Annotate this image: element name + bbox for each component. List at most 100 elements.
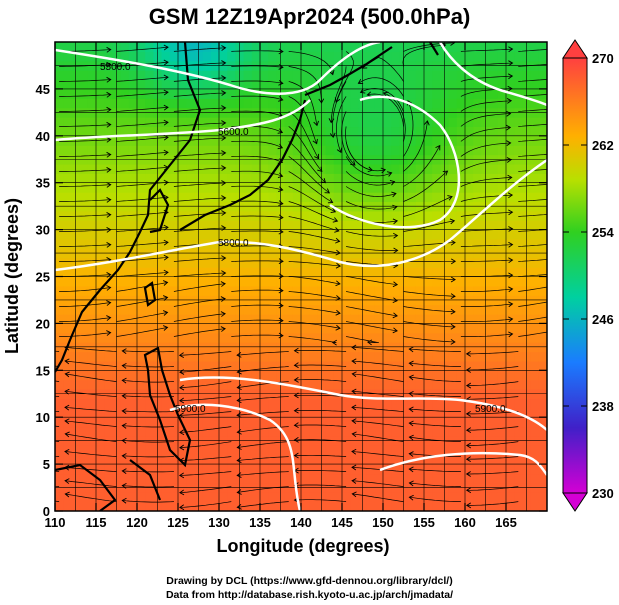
- field-cell: [161, 182, 171, 193]
- field-cell: [522, 285, 532, 296]
- streamline-arrow: [408, 390, 414, 397]
- field-cell: [506, 426, 515, 437]
- field-cell: [260, 370, 269, 381]
- field-cell: [284, 332, 294, 343]
- field-cell: [432, 351, 441, 362]
- field-cell: [96, 398, 105, 409]
- field-cell: [71, 426, 81, 437]
- field-cell: [506, 238, 515, 249]
- field-cell: [186, 60, 195, 71]
- field-cell: [161, 60, 171, 71]
- field-cell: [465, 407, 474, 418]
- field-cell: [96, 88, 105, 99]
- field-cell: [87, 435, 97, 446]
- field-cell: [112, 173, 122, 184]
- field-cell: [169, 51, 179, 62]
- field-cell: [489, 332, 499, 343]
- field-cell: [325, 182, 335, 193]
- field-cell: [448, 42, 458, 52]
- field-cell: [243, 304, 253, 315]
- streamline: [403, 42, 455, 52]
- field-cell: [456, 88, 466, 99]
- field-cell: [210, 267, 220, 278]
- field-cell: [342, 370, 351, 381]
- y-tick-label: 35: [36, 176, 50, 191]
- field-cell: [210, 454, 220, 465]
- field-cell: [514, 314, 523, 324]
- field-cell: [284, 117, 294, 128]
- field-cell: [489, 351, 499, 362]
- field-cell: [432, 304, 441, 315]
- field-cell: [448, 51, 458, 62]
- field-cell: [342, 192, 351, 203]
- field-cell: [301, 407, 310, 418]
- field-cell: [251, 351, 261, 362]
- field-cell: [350, 238, 359, 249]
- field-cell: [432, 445, 441, 456]
- field-cell: [96, 454, 105, 465]
- streamline: [518, 184, 547, 187]
- field-cell: [55, 238, 64, 249]
- field-cell: [219, 379, 228, 390]
- streamline: [179, 411, 232, 416]
- field-cell: [137, 257, 146, 268]
- field-cell: [79, 42, 89, 52]
- field-cell: [309, 238, 318, 249]
- field-cell: [79, 229, 89, 240]
- field-cell: [538, 267, 547, 278]
- field-cell: [137, 342, 146, 353]
- field-cell: [325, 117, 335, 128]
- field-cell: [79, 107, 89, 118]
- field-cell: [473, 98, 482, 109]
- field-cell: [268, 51, 277, 62]
- field-cell: [350, 304, 359, 315]
- field-cell: [145, 473, 154, 484]
- field-cell: [350, 126, 359, 137]
- field-cell: [448, 267, 458, 278]
- field-cell: [202, 70, 212, 81]
- field-cell: [489, 360, 499, 371]
- field-cell: [301, 379, 310, 390]
- streamline: [294, 364, 347, 367]
- field-cell: [63, 60, 72, 71]
- streamline-arrow: [507, 174, 513, 181]
- streamline-arrow: [221, 270, 227, 277]
- field-cell: [415, 426, 425, 437]
- field-cell: [366, 210, 376, 221]
- streamline: [352, 420, 404, 427]
- field-cell: [71, 276, 81, 287]
- streamline-arrow: [221, 195, 227, 201]
- field-cell: [415, 51, 425, 62]
- field-cell: [415, 370, 425, 381]
- streamline-arrow: [179, 489, 185, 496]
- field-cell: [506, 323, 515, 334]
- field-cell: [448, 192, 458, 203]
- field-cell: [112, 445, 122, 456]
- field-cell: [530, 70, 540, 81]
- field-cell: [448, 492, 458, 503]
- field-cell: [128, 379, 138, 390]
- streamline-arrow: [64, 491, 70, 498]
- streamline-arrow: [408, 466, 414, 473]
- streamline-arrow: [336, 147, 343, 154]
- streamline: [518, 244, 547, 247]
- field-cell: [104, 182, 113, 193]
- field-cell: [128, 220, 138, 231]
- field-cell: [178, 88, 187, 99]
- field-cell: [104, 370, 113, 381]
- field-cell: [219, 417, 228, 428]
- streamline: [288, 96, 318, 144]
- field-cell: [169, 407, 179, 418]
- field-cell: [186, 182, 195, 193]
- streamline-arrow: [179, 429, 185, 436]
- streamline: [116, 312, 168, 322]
- field-cell: [465, 398, 474, 409]
- streamline: [59, 214, 111, 217]
- field-cell: [333, 454, 343, 465]
- field-cell: [268, 267, 277, 278]
- streamline-arrow: [317, 166, 323, 173]
- streamline-arrow: [351, 358, 357, 365]
- field-cell: [268, 201, 277, 212]
- field-cell: [514, 501, 523, 511]
